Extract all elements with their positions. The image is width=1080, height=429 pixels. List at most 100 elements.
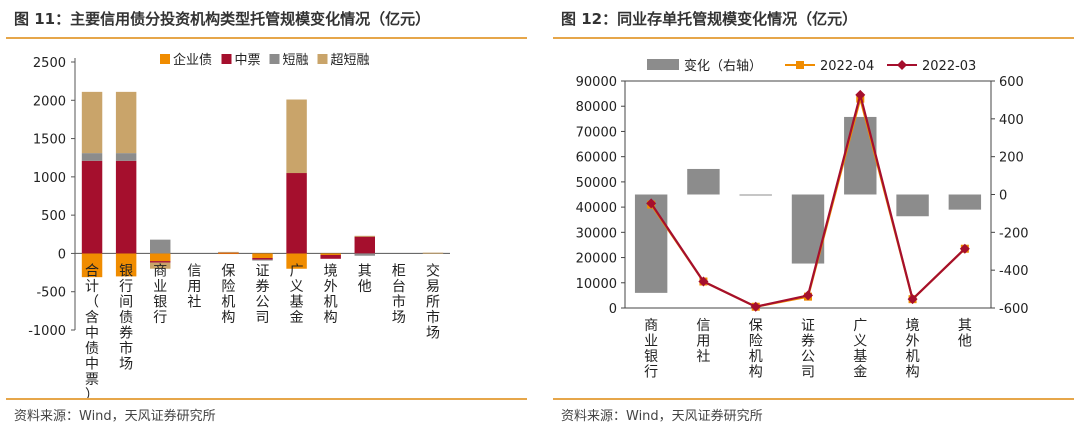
left-bar-segment: [81, 160, 103, 254]
right-change-bar: [739, 194, 772, 196]
right-left-axis-tick-label: 50000: [576, 176, 617, 191]
left-bar-segment: [252, 253, 273, 259]
right-figure-panel: 图 12：同业存单托管规模变化情况（亿元） 0 10000 20000 30000 40…: [547, 0, 1080, 429]
left-bar-segment: [218, 253, 239, 255]
left-y-tick-label: -1000: [28, 324, 66, 339]
left-bar-segment: [218, 251, 239, 253]
left-bar-segment: [81, 91, 103, 154]
right-legend-marker-2022-03: [897, 60, 907, 70]
right-change-bar: [948, 194, 982, 210]
right-left-axis-tick-label: 0: [609, 302, 617, 317]
left-legend-label: 中票: [235, 53, 261, 68]
left-legend-label: 超短融: [331, 53, 370, 68]
left-legend-swatch: [160, 54, 170, 64]
left-bar-segment: [115, 153, 137, 161]
right-right-axis-tick-label: -400: [999, 264, 1029, 279]
right-legend-label-2022-04: 2022-04: [820, 59, 874, 74]
left-x-category-label: 信用社: [187, 263, 201, 310]
right-source-note: 资料来源：Wind，天风证券研究所: [561, 409, 763, 424]
right-marker-2022-03: [698, 276, 709, 287]
left-bar-segment: [150, 253, 171, 262]
right-left-axis-tick-label: 70000: [576, 125, 617, 140]
left-y-tick-label: 2000: [33, 94, 66, 109]
right-left-axis-tick-label: 20000: [576, 252, 617, 267]
left-figure-title: 图 11：主要信用债分投资机构类型托管规模变化情况（亿元）: [14, 10, 431, 28]
left-bar-segment: [320, 253, 341, 255]
left-bar-segment: [81, 153, 103, 161]
left-bar-segment: [354, 236, 375, 254]
left-x-category-label: 合计（含中债中票）: [85, 263, 99, 398]
right-left-axis-tick-label: 40000: [576, 201, 617, 216]
right-left-axis-tick-label: 10000: [576, 277, 617, 292]
right-legend-marker-2022-04: [796, 61, 804, 69]
left-bar-segment: [81, 253, 103, 278]
right-marker-2022-03: [803, 290, 813, 301]
left-x-category-label: 柜台市场: [392, 263, 406, 326]
right-figure-title: 图 12：同业存单托管规模变化情况（亿元）: [561, 10, 858, 28]
left-bar-segment: [286, 173, 307, 254]
right-change-bar: [687, 168, 720, 195]
right-legend-bar-swatch: [647, 59, 679, 70]
right-x-category-label: 信用社: [696, 318, 710, 365]
right-marker-2022-03: [646, 198, 657, 209]
left-bar-segment: [115, 253, 137, 277]
left-x-category-label: 交易所市场: [426, 262, 440, 341]
left-bar-segment: [252, 259, 273, 261]
right-x-category-label: 境外机构: [906, 318, 920, 381]
left-bar-segment: [354, 253, 375, 256]
left-x-category-label: 商业银行: [153, 263, 167, 326]
left-source-rule: [6, 398, 527, 400]
left-bar-segment: [115, 91, 137, 154]
right-right-axis-tick-label: 600: [999, 75, 1024, 90]
left-y-tick-label: 0: [58, 247, 66, 262]
right-right-axis-tick-label: 400: [999, 113, 1024, 128]
left-x-category-label: 其他: [358, 263, 372, 295]
right-right-axis-tick-label: -200: [999, 226, 1029, 241]
left-source-note: 资料来源：Wind，天风证券研究所: [14, 409, 216, 424]
right-marker-2022-03: [855, 89, 866, 100]
right-title-rule: [553, 37, 1074, 39]
right-legend-bar-label: 变化（右轴）: [684, 58, 762, 74]
right-left-axis-tick-label: 60000: [576, 151, 617, 166]
left-legend-swatch: [269, 54, 280, 64]
left-x-category-label: 银行间债券市场: [119, 263, 133, 372]
right-marker-2022-03: [959, 243, 970, 254]
left-bar-segment: [422, 252, 444, 254]
left-bar-segment: [252, 258, 273, 260]
left-legend-swatch: [317, 54, 328, 64]
left-title-rule: [6, 37, 527, 39]
right-x-category-label: 商业银行: [644, 318, 658, 381]
left-y-tick-label: 1500: [33, 133, 66, 148]
right-legend-label-2022-03: 2022-03: [922, 59, 976, 74]
left-legend-swatch: [221, 54, 232, 64]
right-change-bar: [896, 194, 929, 217]
left-x-category-label: 广义基金: [290, 263, 304, 326]
right-source-rule: [553, 398, 1074, 400]
left-bar-segment: [115, 160, 137, 254]
right-right-axis-tick-label: 0: [999, 189, 1007, 204]
right-right-axis-tick-label: -600: [999, 302, 1029, 317]
left-y-tick-label: 500: [41, 209, 66, 224]
left-bar-segment: [150, 262, 171, 269]
left-bar-segment: [150, 261, 171, 263]
left-stacked-bar-chart: -1000 -500 0 500 1000 1500 2000 2500 合计（含中债中票） 银行…: [28, 52, 450, 398]
left-y-tick-label: 1000: [33, 171, 66, 186]
right-x-category-label: 其他: [958, 318, 972, 350]
right-x-category-label: 证券公司: [801, 318, 815, 381]
right-right-axis-tick-label: 200: [999, 151, 1024, 166]
left-legend-label: 企业债: [173, 52, 212, 68]
left-figure-panel: 图 11：主要信用债分投资机构类型托管规模变化情况（亿元） -1000 -500 0…: [0, 0, 533, 429]
right-change-bar: [634, 194, 668, 293]
left-y-tick-label: 2500: [33, 56, 66, 71]
left-legend-label: 短融: [283, 53, 309, 68]
right-x-category-label: 广义基金: [853, 318, 867, 381]
left-x-category-label: 保险机构: [221, 263, 235, 326]
left-y-tick-label: -500: [36, 286, 66, 301]
right-left-axis-tick-label: 30000: [576, 226, 617, 241]
right-left-axis-tick-label: 90000: [576, 75, 617, 90]
left-bar-segment: [286, 99, 307, 174]
left-x-category-label: 证券公司: [256, 263, 270, 326]
right-marker-2022-03: [907, 294, 918, 305]
left-bar-segment: [354, 235, 375, 237]
left-bar-segment: [150, 239, 171, 254]
